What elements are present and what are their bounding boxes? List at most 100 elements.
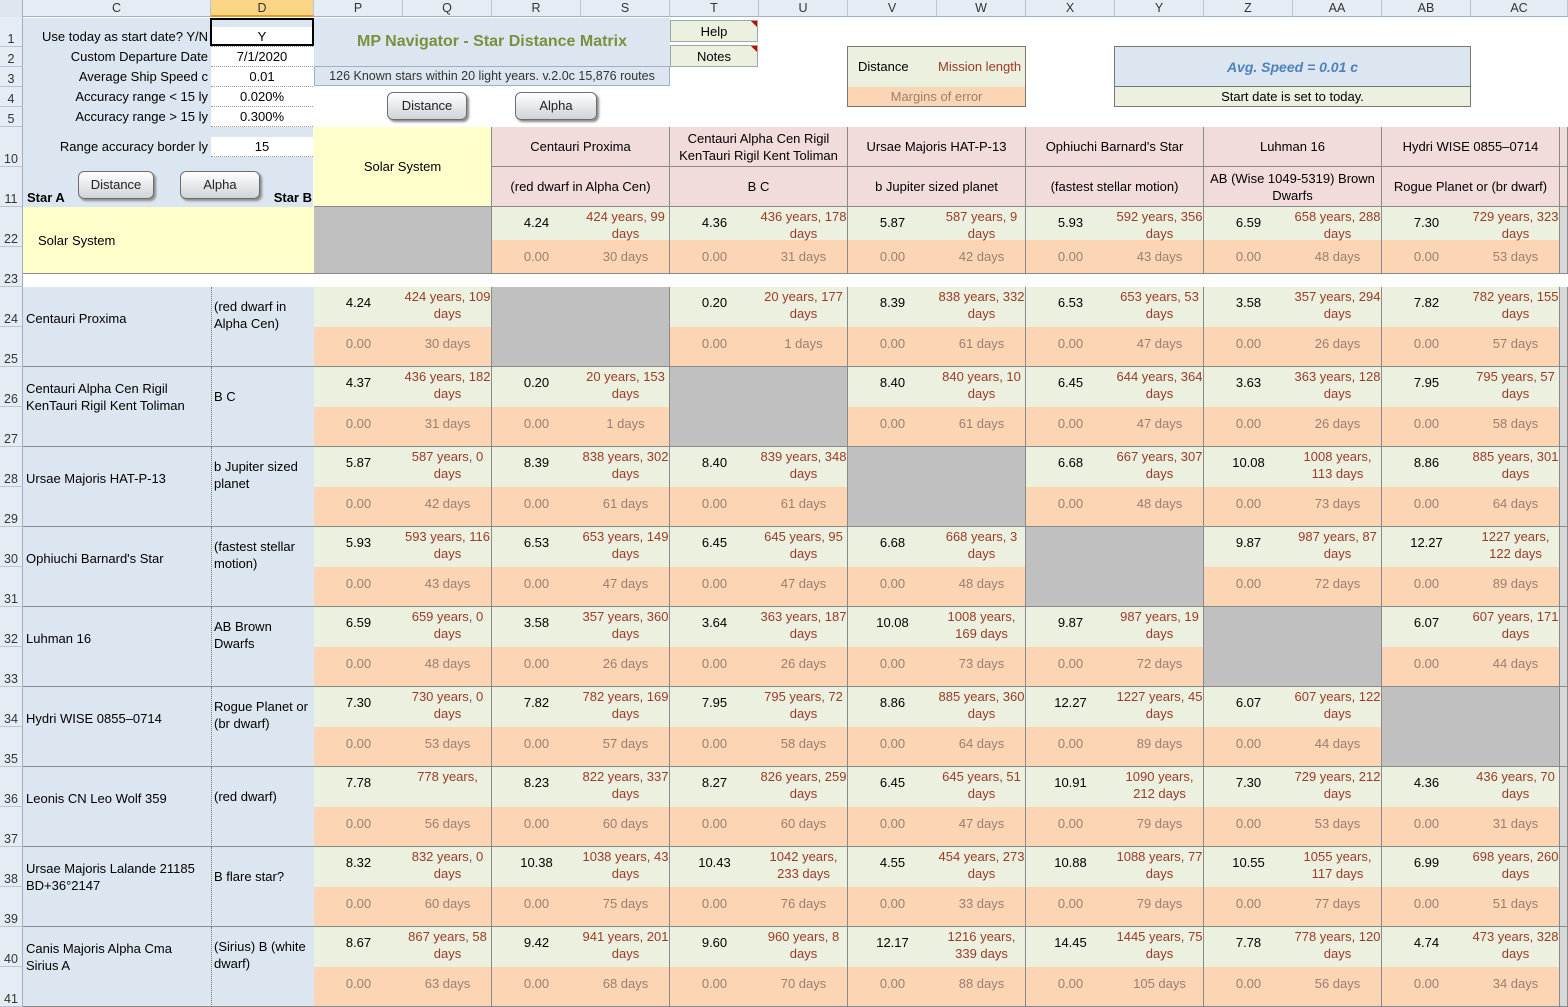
- distance-cell[interactable]: [670, 287, 848, 327]
- distance-cell[interactable]: [1026, 767, 1204, 807]
- row-header-30[interactable]: 30: [0, 527, 23, 567]
- select-all-corner[interactable]: [0, 0, 23, 18]
- margin-cell[interactable]: [1382, 807, 1560, 847]
- column-star-name-cell[interactable]: Hydri WISE 0855–0714: [1382, 127, 1560, 167]
- column-header-z[interactable]: Z: [1204, 0, 1293, 17]
- distance-cell[interactable]: [1026, 607, 1204, 647]
- margin-cell[interactable]: [670, 807, 848, 847]
- distance-cell[interactable]: [848, 767, 1026, 807]
- row-header-38[interactable]: 38: [0, 847, 23, 887]
- config-value-input[interactable]: 7/1/2020: [211, 47, 313, 67]
- distance-cell[interactable]: [848, 847, 1026, 887]
- distance-cell[interactable]: [1382, 847, 1560, 887]
- row-star-description[interactable]: AB Brown Dwarfs: [211, 607, 314, 687]
- diagonal-empty-cell[interactable]: [1026, 527, 1204, 607]
- margin-cell[interactable]: [848, 887, 1026, 927]
- sort-alpha-button-top[interactable]: Alpha: [515, 92, 597, 120]
- distance-cell[interactable]: [670, 447, 848, 487]
- distance-cell[interactable]: [1382, 607, 1560, 647]
- distance-cell[interactable]: [314, 447, 492, 487]
- column-star-solar-system[interactable]: Solar System: [314, 127, 492, 207]
- distance-cell[interactable]: [1026, 207, 1204, 240]
- margin-cell[interactable]: [1382, 487, 1560, 527]
- column-header-q[interactable]: Q: [403, 0, 492, 17]
- row-header-36[interactable]: 36: [0, 767, 23, 807]
- distance-cell[interactable]: [1382, 207, 1560, 240]
- distance-cell[interactable]: [1204, 367, 1382, 407]
- margin-cell[interactable]: [492, 647, 670, 687]
- distance-cell[interactable]: [848, 607, 1026, 647]
- row-star-solar-system[interactable]: Solar System: [23, 207, 314, 274]
- column-star-desc-cell[interactable]: [1560, 167, 1568, 207]
- distance-cell[interactable]: [1382, 367, 1560, 407]
- margin-cell[interactable]: [1382, 240, 1560, 274]
- distance-cell[interactable]: [314, 927, 492, 967]
- margin-cell[interactable]: [670, 240, 848, 274]
- distance-cell[interactable]: [492, 687, 670, 727]
- distance-cell[interactable]: [1026, 927, 1204, 967]
- help-button[interactable]: Help: [670, 20, 758, 42]
- distance-cell[interactable]: [848, 367, 1026, 407]
- margin-cell[interactable]: [1204, 727, 1382, 767]
- row-header-29[interactable]: 29: [0, 487, 23, 527]
- distance-cell[interactable]: [492, 767, 670, 807]
- row-header-5[interactable]: 5: [0, 107, 23, 127]
- column-header-d[interactable]: D: [211, 0, 314, 17]
- row-header-27[interactable]: 27: [0, 407, 23, 447]
- row-header-34[interactable]: 34: [0, 687, 23, 727]
- config-value-input[interactable]: 15: [211, 137, 313, 157]
- notes-button[interactable]: Notes: [670, 45, 758, 67]
- distance-cell[interactable]: [1026, 447, 1204, 487]
- margin-cell[interactable]: [1204, 567, 1382, 607]
- column-header-t[interactable]: T: [670, 0, 759, 17]
- row-header-31[interactable]: 31: [0, 567, 23, 607]
- distance-cell[interactable]: [314, 847, 492, 887]
- distance-cell[interactable]: [314, 367, 492, 407]
- margin-cell[interactable]: [314, 647, 492, 687]
- margin-cell[interactable]: [848, 727, 1026, 767]
- row-star-description[interactable]: Rogue Planet or (br dwarf): [211, 687, 314, 767]
- margin-cell[interactable]: [314, 887, 492, 927]
- column-header-x[interactable]: X: [1026, 0, 1115, 17]
- margin-cell[interactable]: [1026, 240, 1204, 274]
- diagonal-empty-cell[interactable]: [1204, 607, 1382, 687]
- margin-cell[interactable]: [314, 407, 492, 447]
- row-star-description[interactable]: (Sirius) B (white dwarf): [211, 927, 314, 1007]
- config-value-input[interactable]: Y: [211, 27, 313, 47]
- distance-cell[interactable]: [1026, 687, 1204, 727]
- row-star-description[interactable]: B flare star?: [211, 847, 314, 927]
- margin-cell[interactable]: [1026, 647, 1204, 687]
- margin-cell[interactable]: [492, 567, 670, 607]
- column-star-name-cell[interactable]: Centauri Proxima: [492, 127, 670, 167]
- row-header-10[interactable]: 10: [0, 127, 23, 167]
- column-header-y[interactable]: Y: [1115, 0, 1204, 17]
- column-star-name-cell[interactable]: [1560, 127, 1568, 167]
- column-header-aa[interactable]: AA: [1293, 0, 1382, 17]
- row-header-26[interactable]: 26: [0, 367, 23, 407]
- margin-cell[interactable]: [492, 407, 670, 447]
- margin-cell[interactable]: [314, 567, 492, 607]
- distance-cell[interactable]: [314, 607, 492, 647]
- row-star-name[interactable]: Hydri WISE 0855–0714: [23, 687, 211, 767]
- column-star-desc-cell[interactable]: (fastest stellar motion): [1026, 167, 1204, 207]
- distance-cell[interactable]: [1204, 527, 1382, 567]
- column-star-desc-cell[interactable]: B C: [670, 167, 848, 207]
- distance-cell[interactable]: [1382, 767, 1560, 807]
- column-header-s[interactable]: S: [581, 0, 670, 17]
- distance-cell[interactable]: [670, 847, 848, 887]
- margin-cell[interactable]: [1026, 887, 1204, 927]
- margin-cell[interactable]: [492, 487, 670, 527]
- column-header-ac[interactable]: AC: [1471, 0, 1568, 17]
- config-value-input[interactable]: 0.01: [211, 67, 313, 87]
- distance-cell[interactable]: [1026, 367, 1204, 407]
- distance-cell[interactable]: [1204, 927, 1382, 967]
- row-header-4[interactable]: 4: [0, 87, 23, 107]
- column-header-u[interactable]: U: [759, 0, 848, 17]
- margin-cell[interactable]: [670, 487, 848, 527]
- diagonal-empty-cell[interactable]: [670, 367, 848, 447]
- row-star-name[interactable]: Leonis CN Leo Wolf 359: [23, 767, 211, 847]
- column-header-v[interactable]: V: [848, 0, 937, 17]
- column-star-name-cell[interactable]: Luhman 16: [1204, 127, 1382, 167]
- distance-cell[interactable]: [1204, 207, 1382, 240]
- row-header-24[interactable]: 24: [0, 287, 23, 327]
